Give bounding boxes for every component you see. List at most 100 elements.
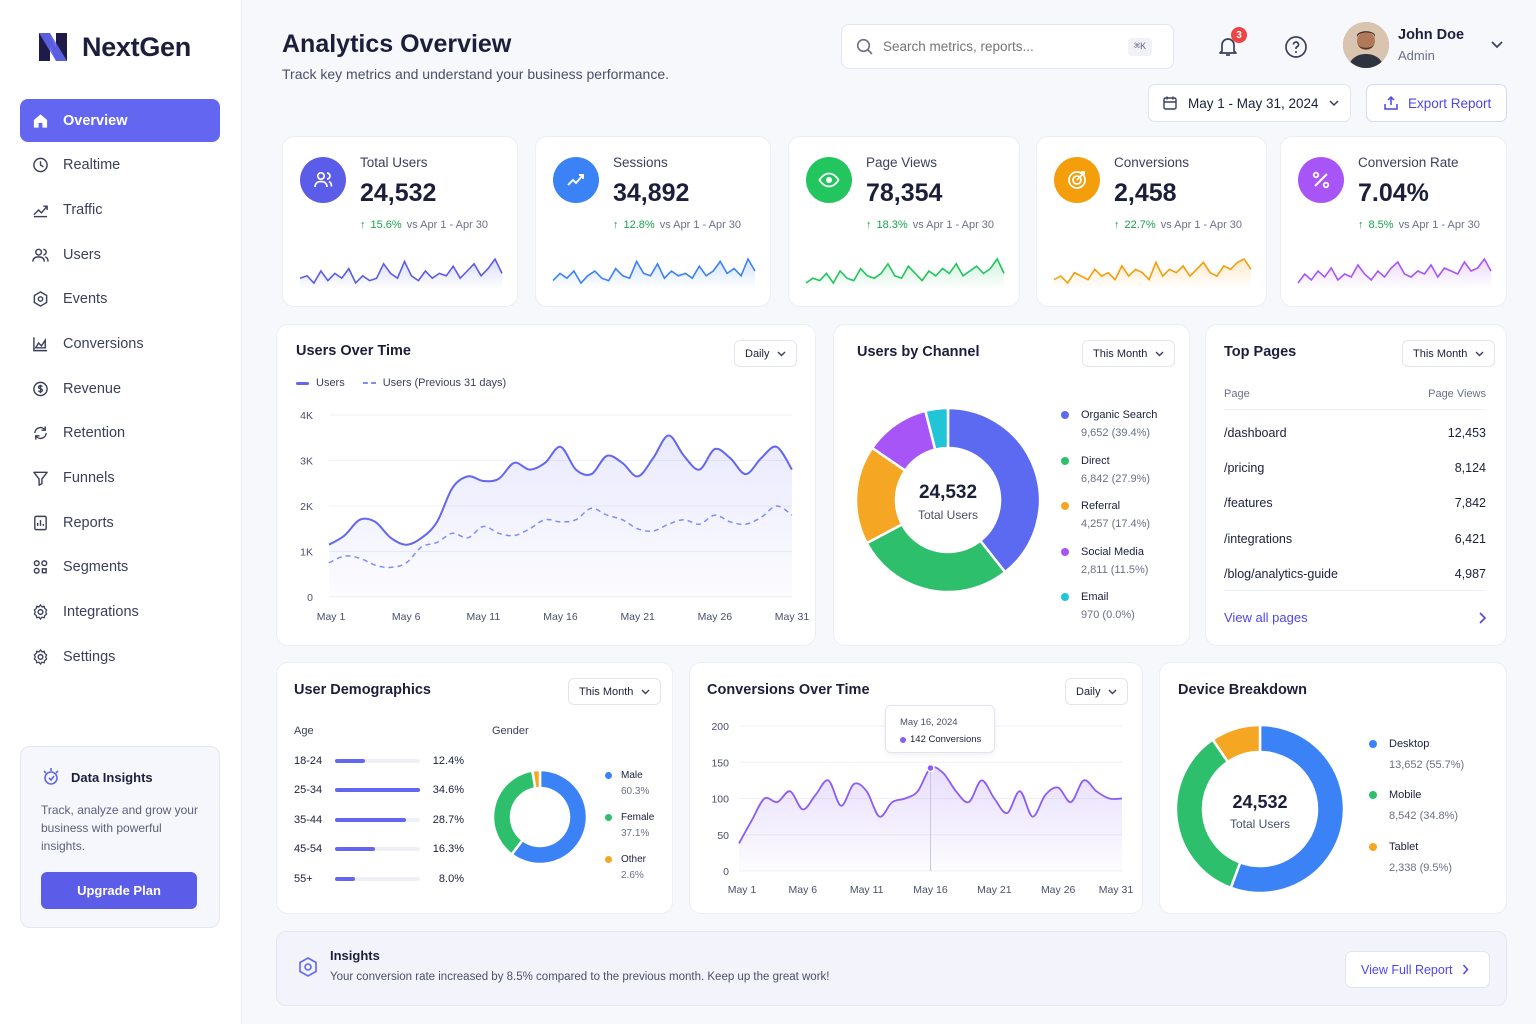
- sidebar-item-label: Overview: [63, 112, 128, 129]
- device-breakdown-title: Device Breakdown: [1178, 682, 1307, 698]
- sidebar-item-realtime[interactable]: Realtime: [20, 144, 220, 187]
- chevron-down-icon[interactable]: [1490, 40, 1504, 50]
- page-subtitle: Track key metrics and understand your bu…: [282, 66, 669, 82]
- donut-slice-female: [491, 769, 537, 857]
- clock-icon: [32, 157, 49, 174]
- table-row[interactable]: /blog/analytics-guide 4,987: [1224, 567, 1486, 581]
- kpi-card-total-users[interactable]: Total Users 24,532 ↑ 15.6% vs Apr 1 - Apr 30: [282, 136, 518, 307]
- user-role: Admin: [1398, 48, 1435, 63]
- settings-icon: [32, 648, 49, 665]
- kpi-card-page-views[interactable]: Page Views 78,354 ↑ 18.3% vs Apr 1 - Apr 30: [788, 136, 1020, 307]
- kpi-value: 2,458: [1114, 179, 1177, 207]
- help-icon[interactable]: [1284, 35, 1308, 59]
- kpi-change: ↑ 15.6% vs Apr 1 - Apr 30: [360, 219, 489, 231]
- sidebar-item-label: Traffic: [63, 201, 103, 218]
- donut-slice-direct: [865, 522, 1007, 594]
- table-row[interactable]: /dashboard 12,453: [1224, 426, 1486, 440]
- users-period-dropdown[interactable]: Daily: [734, 340, 798, 367]
- home-icon: [32, 112, 49, 129]
- upgrade-plan-button[interactable]: Upgrade Plan: [41, 872, 197, 909]
- donut-slice-organic-search: [946, 406, 1042, 574]
- target-icon: [32, 291, 49, 308]
- demographics-period-dropdown[interactable]: This Month: [568, 678, 662, 705]
- search-input[interactable]: [883, 39, 1118, 54]
- age-category: 18-24: [294, 755, 323, 767]
- sidebar-item-label: Settings: [63, 648, 116, 665]
- sidebar-item-conversions[interactable]: Conversions: [20, 322, 220, 365]
- date-range-picker[interactable]: May 1 - May 31, 2024: [1148, 84, 1351, 122]
- sparkline-line: [805, 257, 1005, 285]
- chevron-down-icon: [641, 689, 650, 694]
- age-bar-track: [335, 817, 420, 822]
- kpi-value: 24,532: [360, 179, 437, 207]
- top-pages-title: Top Pages: [1224, 344, 1297, 360]
- sparkle-icon: [43, 768, 59, 785]
- sidebar-item-label: Realtime: [63, 157, 121, 174]
- tooltip-date: May 16, 2024: [900, 717, 958, 728]
- conversions-period-dropdown[interactable]: Daily: [1065, 678, 1129, 705]
- y-tick-label: 50: [717, 830, 729, 842]
- sidebar-item-label: Events: [63, 291, 108, 308]
- sidebar-item-funnels[interactable]: Funnels: [20, 457, 220, 500]
- y-tick-label: 3K: [300, 456, 313, 468]
- device-center-value: 24,532: [1232, 792, 1288, 812]
- sidebar: NextGen Overview Realtime Traffic Users Even…: [0, 0, 242, 1024]
- legend-organic-search: Organic Search 9,652 (39.4%): [1061, 409, 1157, 439]
- avatar[interactable]: [1343, 22, 1389, 68]
- kpi-change: ↑ 12.8% vs Apr 1 - Apr 30: [613, 219, 742, 231]
- table-row[interactable]: /features 7,842: [1224, 496, 1486, 510]
- kpi-card-conversion-rate[interactable]: Conversion Rate 7.04% ↑ 8.5% vs Apr 1 - Apr …: [1280, 136, 1507, 307]
- sparkline-area: [806, 259, 1004, 289]
- age-bar: [335, 876, 355, 881]
- insights-title: Insights: [330, 948, 380, 963]
- insights-banner: Insights Your conversion rate increased …: [276, 931, 1507, 1006]
- age-bar: [335, 847, 376, 852]
- age-value: 28.7%: [432, 813, 464, 826]
- x-tick-label: May 11: [467, 611, 501, 623]
- channel-period-dropdown[interactable]: This Month: [1082, 340, 1176, 367]
- channel-period-label: This Month: [1093, 347, 1148, 360]
- view-all-pages-link[interactable]: View all pages: [1224, 610, 1486, 625]
- export-report-button[interactable]: Export Report: [1366, 84, 1507, 122]
- kpi-sparkline: [299, 257, 503, 289]
- sidebar-item-retention[interactable]: Retention: [20, 412, 220, 455]
- x-tick-label: May 26: [1041, 884, 1076, 896]
- sidebar-item-reports[interactable]: Reports: [20, 501, 220, 544]
- kpi-change: ↑ 8.5% vs Apr 1 - Apr 30: [1358, 219, 1480, 231]
- sidebar-item-settings[interactable]: Settings: [20, 635, 220, 678]
- sidebar-item-segments[interactable]: Segments: [20, 546, 220, 589]
- app-logo[interactable]: NextGen: [36, 30, 191, 64]
- sidebar-item-overview[interactable]: Overview: [20, 99, 220, 142]
- sidebar-item-events[interactable]: Events: [20, 278, 220, 321]
- search-bar[interactable]: ⌘K: [841, 24, 1174, 69]
- conversions-chart: 0 50 100 150 200 May 1 May 6 May 11 May 16 May 21…: [711, 721, 1134, 896]
- dollar-icon: [32, 380, 49, 397]
- y-tick-label: 0: [307, 592, 313, 604]
- page-views: 12,453: [1447, 426, 1486, 440]
- x-tick-label: May 31: [1099, 884, 1134, 896]
- x-tick-label: May 31: [775, 611, 810, 623]
- sidebar-item-traffic[interactable]: Traffic: [20, 188, 220, 231]
- kpi-label: Conversions: [1114, 155, 1190, 170]
- view-full-report-button[interactable]: View Full Report: [1345, 951, 1490, 988]
- page-views: 8,124: [1454, 461, 1486, 476]
- table-row[interactable]: /integrations 6,421: [1224, 532, 1486, 546]
- y-tick-label: 2K: [300, 501, 313, 513]
- kpi-card-conversions[interactable]: Conversions 2,458 ↑ 22.7% vs Apr 1 - Apr 30: [1036, 136, 1267, 307]
- sparkline-area: [1298, 259, 1491, 289]
- kpi-sparkline: [552, 257, 756, 289]
- demographics-period-label: This Month: [579, 685, 634, 698]
- sidebar-item-label: Integrations: [63, 604, 139, 621]
- arrow-up-icon: ↑: [1358, 219, 1364, 231]
- sidebar-item-revenue[interactable]: Revenue: [20, 367, 220, 410]
- x-tick-label: May 6: [789, 884, 818, 896]
- sidebar-item-integrations[interactable]: Integrations: [20, 591, 220, 634]
- legend-gender-other: Other 2.6%: [605, 854, 646, 881]
- table-row[interactable]: /pricing 8,124: [1224, 461, 1486, 475]
- pages-period-dropdown[interactable]: This Month: [1402, 340, 1496, 367]
- bell-icon[interactable]: [1216, 34, 1240, 58]
- sidebar-item-users[interactable]: Users: [20, 233, 220, 276]
- gender-label: Gender: [492, 725, 529, 737]
- kpi-card-sessions[interactable]: Sessions 34,892 ↑ 12.8% vs Apr 1 - Apr 30: [535, 136, 771, 307]
- insight-card-description: Track, analyze and grow your business wi…: [41, 803, 198, 853]
